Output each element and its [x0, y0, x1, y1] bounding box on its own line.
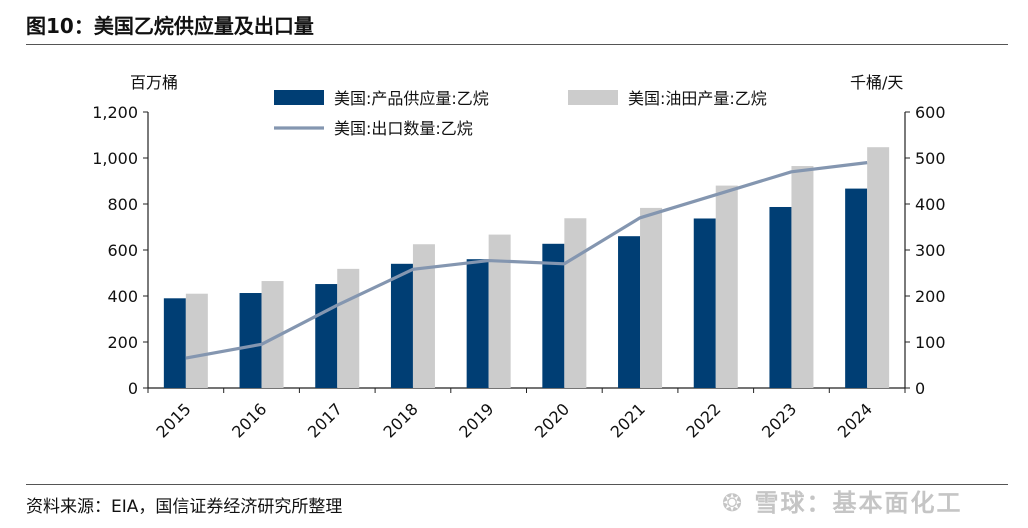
title-divider — [26, 44, 1008, 45]
right-tick-label: 100 — [915, 333, 946, 352]
bar-field — [867, 147, 890, 388]
x-tick-label: 2021 — [607, 399, 649, 441]
left-tick-label: 200 — [107, 333, 138, 352]
left-axis-unit: 百万桶 — [130, 73, 178, 92]
footer-divider — [26, 484, 1008, 485]
right-tick-label: 400 — [915, 195, 946, 214]
left-tick-label: 0 — [128, 379, 138, 398]
export-series-line — [185, 161, 868, 360]
bar-field — [337, 268, 360, 388]
bar-field — [791, 166, 814, 388]
legend-swatch-field — [568, 90, 618, 105]
x-tick-label: 2023 — [758, 399, 800, 441]
bar-supply — [315, 284, 338, 388]
bar-supply — [466, 259, 489, 388]
bar-supply — [390, 263, 413, 388]
legend-swatch-supply — [274, 90, 324, 105]
right-tick-label: 0 — [915, 379, 925, 398]
bar-supply — [618, 236, 641, 388]
x-tick-label: 2018 — [380, 399, 422, 441]
source-note: 资料来源：EIA，国信证券经济研究所整理 — [26, 497, 343, 517]
bar-supply — [542, 243, 565, 388]
bar-supply — [693, 218, 716, 388]
bar-supply — [845, 188, 868, 388]
bar-supply — [163, 298, 186, 388]
left-tick-label: 800 — [107, 195, 138, 214]
left-tick-label: 1,200 — [92, 103, 138, 122]
x-tick-label: 2016 — [228, 399, 270, 441]
legend-label-supply: 美国:产品供应量:乙烷 — [334, 89, 489, 108]
tick-labels: 0 200 400 600 800 1,000 1,200 0 100 200 300 400 500 6… — [92, 73, 945, 442]
legend-label-field: 美国:油田产量:乙烷 — [628, 89, 767, 108]
right-tick-label: 500 — [915, 149, 946, 168]
x-tick-label: 2017 — [304, 399, 346, 441]
bar-field — [640, 207, 663, 388]
snowball-logo-icon: ❂ — [722, 489, 745, 517]
right-axis-unit: 千桶/天 — [850, 73, 903, 92]
bar-field — [412, 244, 435, 388]
x-tick-label: 2019 — [455, 399, 497, 441]
x-tick-label: 2022 — [682, 399, 724, 441]
right-tick-label: 300 — [915, 241, 946, 260]
bar-field — [564, 218, 587, 388]
x-tick-label: 2024 — [834, 399, 876, 441]
bar-field — [185, 293, 208, 388]
x-tick-label: 2015 — [152, 399, 194, 441]
left-tick-label: 600 — [107, 241, 138, 260]
bar-field — [261, 281, 284, 388]
bar-supply — [769, 206, 792, 388]
right-tick-label: 200 — [915, 287, 946, 306]
right-tick-label: 600 — [915, 103, 946, 122]
bars — [163, 147, 890, 388]
page-title: 图10：美国乙烷供应量及出口量 — [26, 14, 314, 38]
left-tick-label: 1,000 — [92, 149, 138, 168]
bar-supply — [239, 293, 262, 388]
legend-label-export: 美国:出口数量:乙烷 — [334, 119, 473, 138]
watermark-text: 雪球：基本面化工 — [754, 489, 963, 517]
left-tick-label: 400 — [107, 287, 138, 306]
export-line — [185, 161, 868, 360]
watermark: ❂ 雪球：基本面化工 — [722, 483, 962, 518]
x-tick-label: 2020 — [531, 399, 573, 441]
chart: 0 200 400 600 800 1,000 1,200 0 100 200 300 400 500 6… — [92, 73, 945, 442]
bar-field — [488, 234, 511, 388]
bar-field — [715, 185, 738, 388]
